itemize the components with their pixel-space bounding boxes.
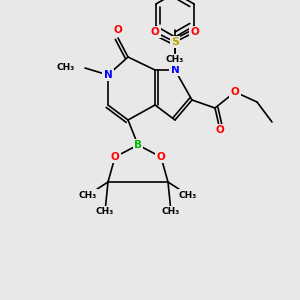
Text: CH₃: CH₃	[96, 208, 114, 217]
Text: O: O	[157, 152, 165, 162]
Text: CH₃: CH₃	[162, 208, 180, 217]
Text: O: O	[151, 27, 159, 37]
Text: O: O	[231, 87, 239, 97]
Text: S: S	[171, 37, 179, 47]
Text: N: N	[171, 65, 179, 75]
Text: CH₃: CH₃	[166, 56, 184, 64]
Text: O: O	[190, 27, 200, 37]
Text: CH₃: CH₃	[57, 64, 75, 73]
Text: O: O	[114, 25, 122, 35]
Text: B: B	[134, 140, 142, 150]
Text: CH₃: CH₃	[79, 190, 97, 200]
Text: CH₃: CH₃	[179, 190, 197, 200]
Text: O: O	[216, 125, 224, 135]
Text: N: N	[103, 70, 112, 80]
Text: O: O	[111, 152, 119, 162]
